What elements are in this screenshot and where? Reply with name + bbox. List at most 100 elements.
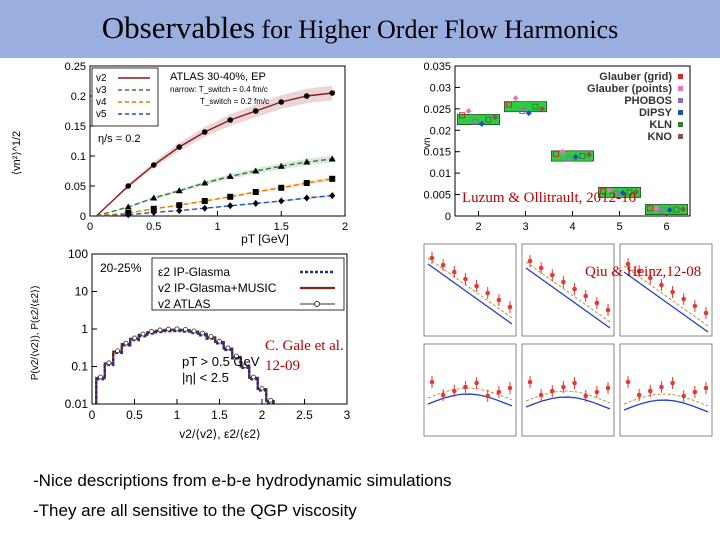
dist-atlas-point bbox=[208, 334, 214, 339]
qiu-data-point bbox=[451, 269, 457, 275]
atlas-ytick-label: 0.15 bbox=[65, 121, 86, 133]
qiu-subpanel bbox=[521, 343, 615, 437]
dist-ytick-label: 1 bbox=[81, 322, 88, 336]
atlas-point-v3 bbox=[124, 203, 132, 210]
qiu-data-point bbox=[583, 393, 589, 399]
qiu-data-point bbox=[440, 392, 446, 398]
atlas-point-v2 bbox=[252, 108, 259, 114]
qiu-model-curve bbox=[623, 399, 709, 413]
vn-point bbox=[525, 110, 532, 117]
qiu-subpanel bbox=[423, 243, 517, 337]
dist-xtick-label: 2.5 bbox=[296, 408, 313, 422]
atlas-ytick-label: 0.05 bbox=[65, 181, 86, 193]
vn-point bbox=[559, 148, 566, 155]
vn-point bbox=[572, 153, 579, 160]
atlas-point-v4 bbox=[252, 189, 259, 195]
atlas-ylabel: ⟨vn²⟩^1/2 bbox=[11, 131, 23, 175]
qiu-subpanel bbox=[619, 243, 713, 337]
vn-point bbox=[512, 95, 519, 102]
vn-ytick-label: 0 bbox=[445, 211, 451, 223]
qiu-data-point bbox=[703, 310, 709, 316]
atlas-xtick-label: 1.5 bbox=[274, 221, 289, 233]
qiu-data-point bbox=[549, 388, 555, 394]
vn-point bbox=[485, 116, 492, 123]
atlas-point-v4 bbox=[329, 175, 336, 182]
dist-atlas-point bbox=[225, 345, 231, 351]
qiu-model-curve bbox=[623, 271, 709, 333]
vn-xtick-label: 2 bbox=[475, 221, 481, 233]
dist-ytick-label: 0.01 bbox=[65, 397, 89, 411]
dist-atlas-point bbox=[217, 338, 222, 344]
dist-atlas-point bbox=[149, 329, 154, 334]
v2-distribution-chart: 0 0.5 1 1.5 2 2.5 3 0.01 0.1 1 10 100 v2/⟨v2⟩, ε2/⟨… bbox=[10, 248, 360, 448]
qiu-data-point bbox=[572, 286, 577, 292]
vn-point bbox=[632, 189, 639, 195]
qiu-model-curve bbox=[427, 393, 513, 407]
vn-legend-label: DIPSY bbox=[639, 107, 673, 119]
vn-point bbox=[538, 105, 545, 112]
vn-ytick-label: 0.03 bbox=[430, 82, 451, 94]
atlas-point-v5 bbox=[329, 192, 336, 200]
vn-point bbox=[653, 205, 660, 212]
atlas-point-v3 bbox=[150, 194, 158, 201]
qiu-data-point bbox=[659, 384, 664, 390]
dist-legend-box bbox=[151, 257, 345, 311]
dist-xtick-label: 1.5 bbox=[211, 408, 228, 422]
atlas-line-v5 bbox=[96, 194, 333, 217]
dist-centrality: 20-25% bbox=[100, 261, 142, 275]
qiu-data-point bbox=[440, 262, 446, 268]
qiu-data-point bbox=[549, 272, 555, 278]
qiu-data-point bbox=[647, 388, 653, 394]
vn-xtick-label: 3 bbox=[522, 221, 528, 233]
dist-ytick-label: 0.1 bbox=[71, 360, 88, 374]
qiu-data-point bbox=[507, 304, 513, 310]
dist-atlas-point bbox=[115, 348, 120, 354]
dist-atlas-point bbox=[268, 397, 273, 403]
atlas-legend-line2: narrow: T_switch = 0.4 fm/c bbox=[170, 85, 268, 94]
qiu-data-point bbox=[527, 258, 533, 264]
dist-legend-label: v2 IP-Glasma+MUSIC bbox=[158, 281, 277, 295]
atlas-ytick-label: 0.1 bbox=[71, 151, 86, 163]
dist-legend-label: v2 ATLAS bbox=[158, 297, 210, 311]
atlas-point-v5 bbox=[201, 204, 208, 212]
vn-point bbox=[679, 206, 686, 213]
dist-xtick-label: 0 bbox=[89, 408, 96, 422]
vn-xtick-label: 6 bbox=[663, 221, 669, 233]
atlas-point-v2 bbox=[303, 93, 310, 99]
dist-cut2: |η| < 2.5 bbox=[182, 370, 229, 385]
qiu-data-point bbox=[474, 380, 479, 386]
dist-xtick-label: 2 bbox=[259, 408, 266, 422]
atlas-point-v5 bbox=[227, 202, 234, 210]
atlas-point-v3 bbox=[303, 158, 311, 165]
vn-legend-label: KNO bbox=[648, 131, 673, 143]
qiu-subpanel bbox=[423, 343, 517, 437]
atlas-point-v4 bbox=[201, 198, 208, 204]
atlas-point-v4 bbox=[278, 184, 285, 191]
qiu-data-point bbox=[703, 385, 709, 391]
qiu-data-point bbox=[463, 276, 468, 282]
dist-atlas-point bbox=[183, 326, 188, 332]
qiu-model-curve bbox=[525, 396, 611, 410]
qiu-data-point bbox=[429, 379, 435, 385]
qiu-data-point bbox=[625, 379, 631, 385]
atlas-point-v2 bbox=[278, 99, 285, 105]
vn-point bbox=[673, 206, 680, 213]
dist-xtick-label: 0.5 bbox=[126, 408, 143, 422]
vn-band-n5 bbox=[598, 187, 641, 198]
dist-atlas-point bbox=[191, 328, 197, 334]
vn-point bbox=[600, 188, 607, 195]
atlas-legend-title: ATLAS 30-40%, EP bbox=[170, 71, 266, 83]
qiu-data-point bbox=[485, 290, 491, 296]
dist-atlas-point bbox=[251, 374, 256, 380]
vn-xtick-label: 4 bbox=[569, 221, 575, 233]
vn-xtick-label: 5 bbox=[616, 221, 622, 233]
vn-point bbox=[647, 205, 654, 212]
qiu-data-point bbox=[659, 282, 664, 288]
atlas-point-v5 bbox=[176, 207, 183, 215]
atlas-line-v4 bbox=[96, 178, 333, 217]
dist-atlas-point bbox=[140, 331, 146, 337]
dist-atlas-point bbox=[259, 385, 265, 391]
qiu-data-point bbox=[496, 389, 502, 395]
atlas-point-v3 bbox=[328, 155, 336, 162]
atlas-line-v2 bbox=[95, 92, 333, 217]
